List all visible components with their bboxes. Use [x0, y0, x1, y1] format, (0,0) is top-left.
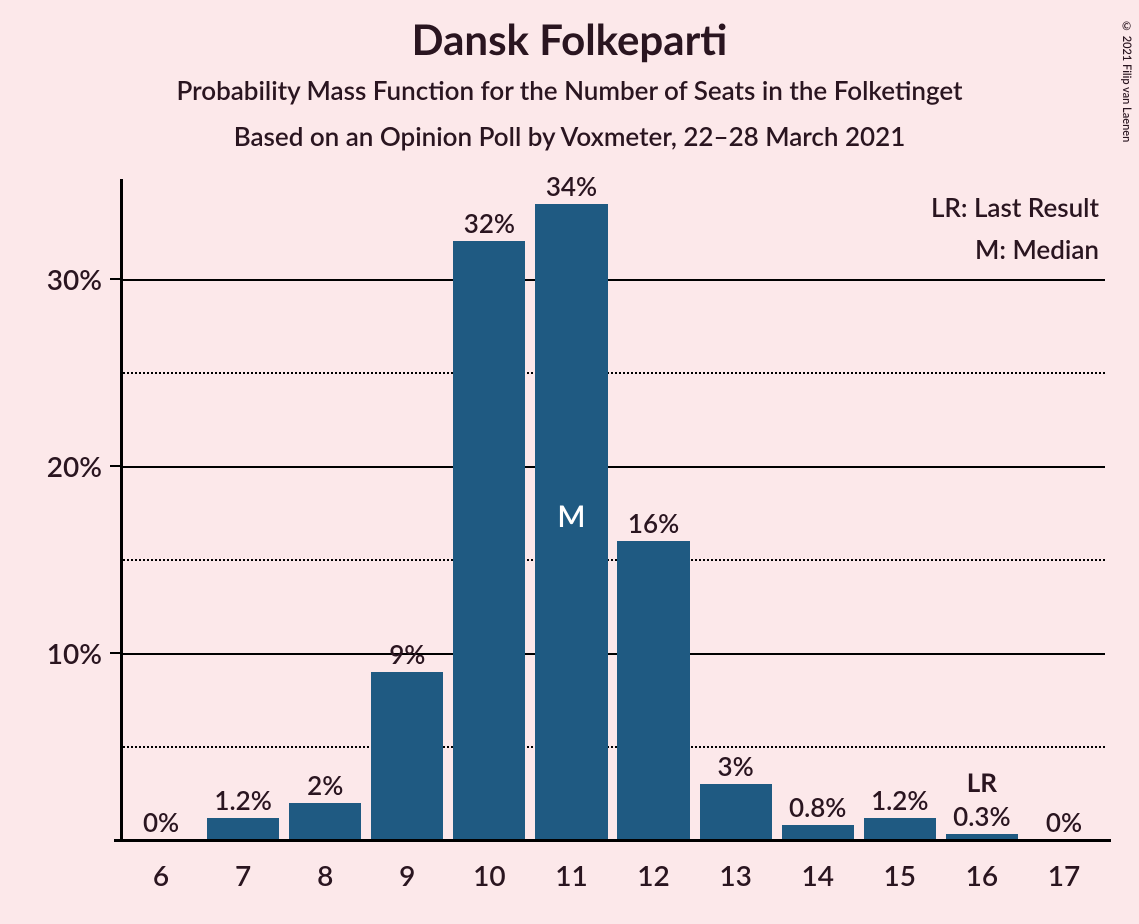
ytick-mark — [110, 465, 120, 467]
gridline-major — [120, 653, 1105, 655]
bar-value-label: 34% — [546, 170, 597, 202]
bar — [864, 818, 936, 840]
xtick-label: 16 — [966, 858, 998, 892]
chart-header: Dansk Folkeparti Probability Mass Functi… — [0, 14, 1139, 152]
bar-chart: 10%20%30%0%61.2%72%89%932%1034%M1116%123… — [120, 185, 1105, 840]
legend: LR: Last Result M: Median — [931, 191, 1099, 275]
bar-value-label: 0% — [1046, 806, 1082, 838]
xtick-label: 12 — [637, 858, 669, 892]
bar — [782, 825, 854, 840]
bar-value-label: 3% — [718, 750, 754, 782]
xtick-label: 17 — [1048, 858, 1080, 892]
xtick-label: 14 — [801, 858, 833, 892]
gridline-minor — [120, 372, 1105, 374]
x-axis — [114, 839, 1111, 842]
bar — [700, 784, 772, 840]
ytick-label: 30% — [12, 262, 102, 296]
xtick-label: 6 — [153, 858, 169, 892]
bar-value-label: 9% — [389, 638, 425, 670]
gridline-minor — [120, 559, 1105, 561]
gridline-major — [120, 279, 1105, 281]
median-marker: M — [557, 498, 585, 534]
xtick-label: 15 — [884, 858, 916, 892]
xtick-label: 7 — [235, 858, 251, 892]
ytick-label: 10% — [12, 636, 102, 670]
bar — [453, 241, 525, 840]
bar-value-label: 0.8% — [789, 791, 846, 823]
legend-median: M: Median — [931, 233, 1099, 265]
ytick-mark — [110, 652, 120, 654]
xtick-label: 11 — [555, 858, 587, 892]
chart-title: Dansk Folkeparti — [0, 14, 1139, 64]
bar-value-label: 16% — [628, 507, 679, 539]
ytick-label: 20% — [12, 449, 102, 483]
bar-value-label: 1.2% — [871, 784, 928, 816]
bar-value-label: 0.3% — [953, 800, 1010, 832]
ytick-mark — [110, 278, 120, 280]
chart-subtitle-2: Based on an Opinion Poll by Voxmeter, 22… — [0, 120, 1139, 152]
xtick-label: 13 — [719, 858, 751, 892]
bar — [617, 541, 689, 840]
y-axis — [120, 179, 123, 840]
gridline-major — [120, 466, 1105, 468]
gridline-minor — [120, 746, 1105, 748]
bar — [371, 672, 443, 840]
xtick-label: 8 — [317, 858, 333, 892]
bar — [207, 818, 279, 840]
chart-subtitle-1: Probability Mass Function for the Number… — [0, 74, 1139, 106]
bar-value-label: 32% — [464, 207, 515, 239]
lr-marker: LR — [967, 766, 997, 798]
bar-value-label: 1.2% — [214, 784, 271, 816]
bar-value-label: 2% — [307, 769, 343, 801]
xtick-label: 10 — [473, 858, 505, 892]
xtick-label: 9 — [399, 858, 415, 892]
legend-lr: LR: Last Result — [931, 191, 1099, 223]
bar-value-label: 0% — [143, 806, 179, 838]
bar — [289, 803, 361, 840]
